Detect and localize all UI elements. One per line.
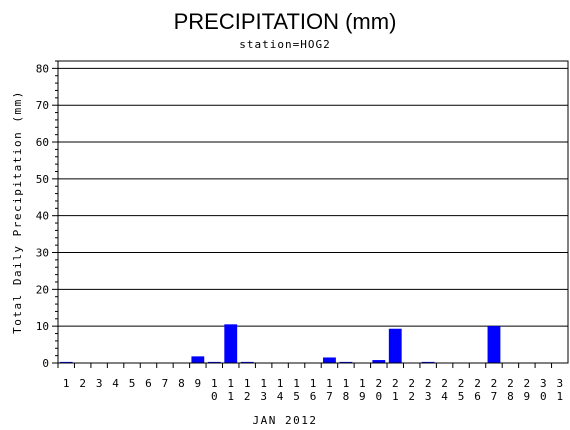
y-tick-label: 80 bbox=[36, 62, 49, 75]
chart-title: PRECIPITATION (mm) bbox=[174, 9, 397, 34]
bar-day-27 bbox=[487, 326, 501, 363]
x-tick-label: 5 bbox=[129, 377, 136, 390]
bar-day-17 bbox=[323, 357, 336, 363]
y-tick-label: 30 bbox=[36, 247, 49, 260]
y-tick-label: 50 bbox=[36, 173, 49, 186]
bars bbox=[59, 324, 501, 363]
x-tick-label: 6 bbox=[145, 377, 152, 390]
y-tick-label: 60 bbox=[36, 136, 49, 149]
y-tick-label: 10 bbox=[36, 320, 49, 333]
chart-subtitle: station=HOG2 bbox=[239, 38, 330, 51]
x-tick-label: 3 bbox=[96, 377, 103, 390]
bar-day-12 bbox=[240, 361, 254, 363]
bar-day-9 bbox=[191, 356, 205, 363]
bar-day-23 bbox=[421, 361, 435, 363]
bar-day-10 bbox=[207, 361, 221, 363]
x-tick-label: 7 bbox=[162, 377, 169, 390]
x-axis-ticks: 1 2 3 4 5 6 7 8 9 1 01 11 21 31 41 51 61 71 81 92 02 12 22 32 42… bbox=[57, 363, 563, 403]
bar-day-20 bbox=[372, 360, 386, 363]
x-tick-label: 9 bbox=[195, 377, 202, 390]
y-tick-label: 20 bbox=[36, 283, 49, 296]
y-axis-ticks: 0 10 20 30 40 50 60 70 80 bbox=[36, 60, 58, 370]
bar-day-21 bbox=[388, 328, 402, 363]
bar-day-18 bbox=[339, 361, 353, 363]
y-tick-label: 70 bbox=[36, 99, 49, 112]
y-tick-label: 40 bbox=[36, 210, 49, 223]
x-tick-label: 8 bbox=[178, 377, 185, 390]
x-tick-label: 1 bbox=[63, 377, 70, 390]
bar-day-11 bbox=[224, 324, 238, 363]
y-tick-label: 0 bbox=[42, 357, 49, 370]
x-tick-label: 4 bbox=[112, 377, 119, 390]
y-axis-label: Total Daily Precipitation (mm) bbox=[11, 90, 24, 334]
bar-day-1 bbox=[59, 361, 73, 363]
grid-lines bbox=[58, 67, 568, 327]
plot-frame bbox=[57, 60, 569, 364]
x-axis-label: JAN 2012 bbox=[253, 414, 318, 427]
x-tick-label: 2 bbox=[79, 377, 86, 390]
